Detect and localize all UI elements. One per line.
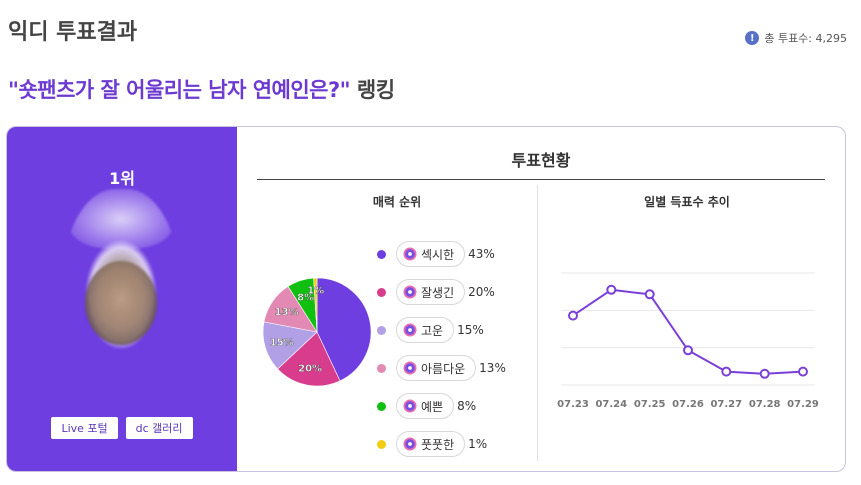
vote-status-panel: 투표현황 매력 순위 일별 득표수 추이 20% 15% 13% 8% 1% 섹시한 43… <box>237 127 845 471</box>
result-card: 1위 Live 포털 dc 갤러리 투표현황 매력 순위 일별 득표수 추이 2… <box>6 126 846 472</box>
live-portal-button[interactable]: Live 포털 <box>51 417 118 439</box>
flower-icon <box>405 363 415 373</box>
vote-option-button[interactable]: 고운 <box>396 317 455 343</box>
legend-label: 예쁜 <box>421 399 444 414</box>
title-divider <box>257 179 825 180</box>
vote-option-button[interactable]: 풋풋한 <box>396 431 466 457</box>
flower-icon <box>405 249 415 259</box>
legend-label: 잘생긴 <box>421 285 455 300</box>
date-tick-label: 07.26 <box>672 399 704 410</box>
vote-option-button[interactable]: 예쁜 <box>396 393 455 419</box>
legend-item: 섹시한 43% <box>377 235 506 273</box>
trend-point[interactable] <box>683 345 693 356</box>
trend-point[interactable] <box>798 366 808 377</box>
legend-dot <box>377 249 386 259</box>
vote-option-button[interactable]: 잘생긴 <box>396 279 466 305</box>
photo-glow <box>69 189 173 249</box>
pie-slice-label: 13% <box>275 307 299 318</box>
pie-slice-label: 1% <box>307 285 324 296</box>
column-divider <box>537 185 538 461</box>
legend-label: 풋풋한 <box>421 437 455 452</box>
legend-percent: 13% <box>479 361 506 375</box>
pie-slice <box>262 321 318 370</box>
trend-point[interactable] <box>606 284 617 295</box>
winner-rank: 1위 <box>109 169 135 188</box>
pie-slice <box>277 331 341 387</box>
legend-label: 아름다운 <box>421 361 466 376</box>
vote-status-title: 투표현황 <box>511 151 571 170</box>
daily-trend-chart: 07.23 07.24 07.25 07.26 07.27 07.28 07.29 <box>557 272 819 410</box>
trend-point[interactable] <box>644 289 655 300</box>
trend-point[interactable] <box>721 366 732 377</box>
legend-dot <box>377 401 386 411</box>
flower-icon <box>405 401 415 411</box>
vote-total: ! 총 투표수: 4,295 <box>745 30 847 46</box>
legend-percent: 20% <box>468 285 495 299</box>
pie-legend: 섹시한 43% 잘생긴 20% 고운 15% 아름다운 13% 예쁜 8% 풋풋한 1% <box>377 235 506 463</box>
legend-dot <box>377 325 386 335</box>
legend-percent: 8% <box>457 399 477 413</box>
date-tick-label: 07.25 <box>634 399 666 410</box>
vote-option-button[interactable]: 아름다운 <box>396 355 477 381</box>
dc-gallery-button[interactable]: dc 갤러리 <box>125 417 193 439</box>
pie-slice-label: 15% <box>270 338 294 349</box>
legend-item: 고운 15% <box>377 311 506 349</box>
daily-trend-title: 일별 득표수 추이 <box>644 195 730 209</box>
flower-icon <box>405 325 415 335</box>
exclamation-info-icon: ! <box>745 31 760 45</box>
date-tick-label: 07.29 <box>787 399 819 410</box>
trend-line <box>572 288 804 375</box>
legend-percent: 1% <box>468 437 488 451</box>
pie-slice <box>316 277 372 382</box>
page-title: 익디 투표결과 <box>8 20 138 45</box>
date-tick-label: 07.23 <box>557 399 589 410</box>
legend-item: 예쁜 8% <box>377 387 506 425</box>
legend-item: 잘생긴 20% <box>377 273 506 311</box>
trend-point[interactable] <box>568 310 578 321</box>
date-tick-label: 07.28 <box>749 399 781 410</box>
legend-item: 풋풋한 1% <box>377 425 506 463</box>
date-tick-label: 07.27 <box>710 399 742 410</box>
legend-percent: 43% <box>468 247 495 261</box>
legend-dot <box>377 363 386 373</box>
ranking-question: "숏팬츠가 잘 어울리는 남자 연예인은?" <box>8 78 351 102</box>
flower-icon <box>405 287 415 297</box>
legend-percent: 15% <box>457 323 484 337</box>
flower-icon <box>405 439 415 449</box>
vote-option-button[interactable]: 섹시한 <box>396 241 466 267</box>
winner-photo[interactable] <box>61 189 181 409</box>
pie-slice-label: 8% <box>297 293 314 304</box>
pie-slice-label: 20% <box>298 364 322 375</box>
trend-point[interactable] <box>759 368 770 379</box>
legend-dot <box>377 287 386 297</box>
charm-rank-title: 매력 순위 <box>372 195 422 209</box>
ranking-suffix: 랭킹 <box>350 78 395 102</box>
legend-label: 섹시한 <box>421 247 455 262</box>
vote-total-text: 총 투표수: 4,295 <box>764 32 847 45</box>
winner-panel: 1위 Live 포털 dc 갤러리 <box>7 127 237 471</box>
date-tick-label: 07.24 <box>595 399 627 410</box>
legend-item: 아름다운 13% <box>377 349 506 387</box>
ranking-title: "숏팬츠가 잘 어울리는 남자 연예인은?" 랭킹 <box>8 74 395 104</box>
legend-dot <box>377 439 386 449</box>
photo-face <box>85 261 157 345</box>
pie-slice <box>313 277 318 333</box>
legend-label: 고운 <box>421 323 444 338</box>
winner-links: Live 포털 dc 갤러리 <box>7 417 237 439</box>
charm-pie-chart: 20% 15% 13% 8%1% <box>262 277 372 387</box>
